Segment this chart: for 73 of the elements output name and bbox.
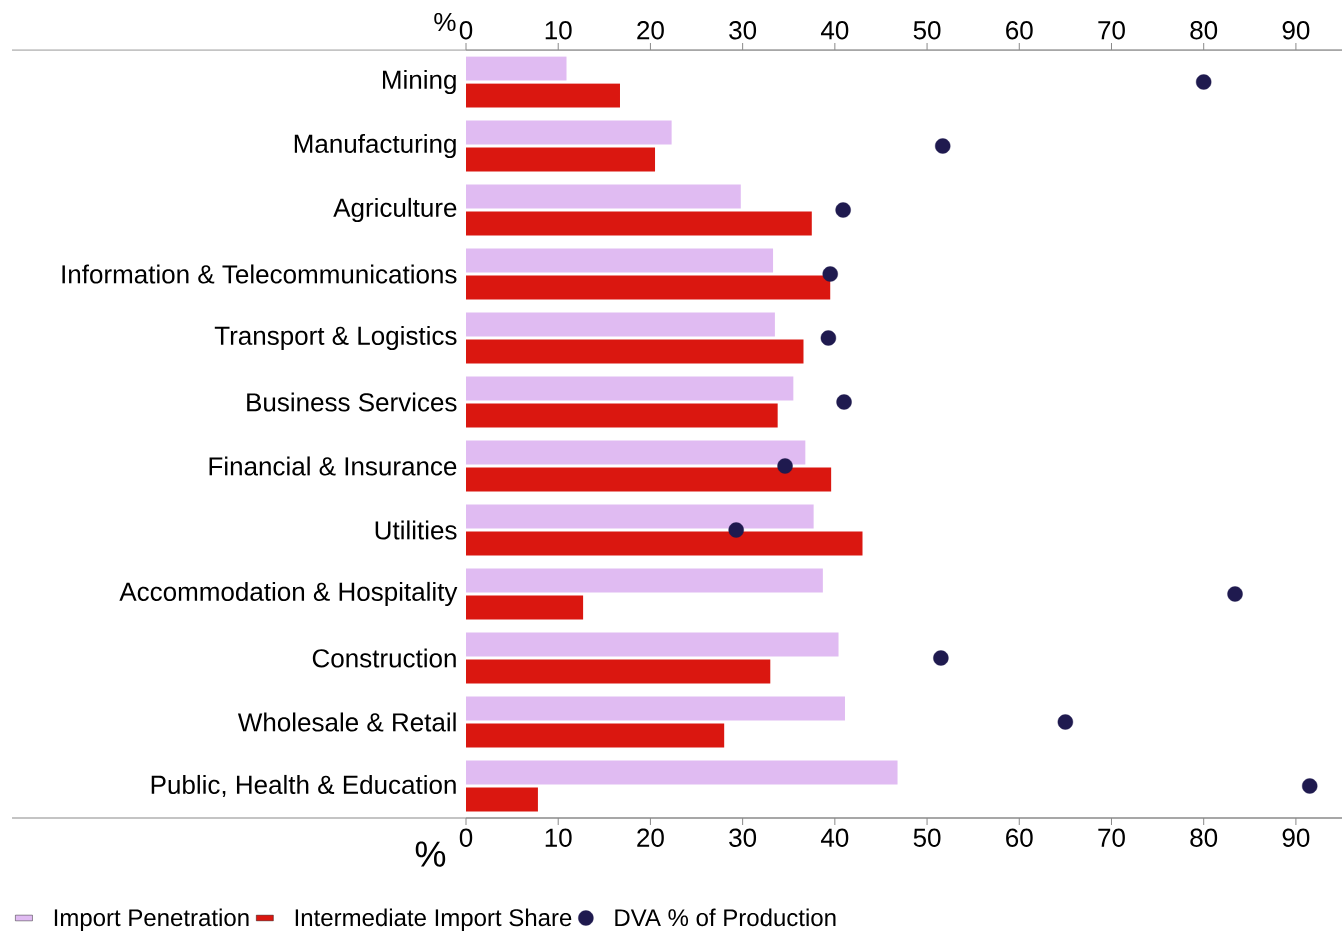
point	[933, 650, 949, 666]
point	[820, 330, 837, 346]
bar	[466, 632, 839, 657]
bar	[466, 184, 741, 209]
y-tick-label: Utilities	[375, 520, 457, 540]
x2-tick-label: 90	[1282, 21, 1310, 40]
x-tick-label: 10	[545, 828, 572, 847]
point	[935, 138, 951, 154]
y-tick-label: Wholesale & Retail	[237, 712, 456, 732]
x2-tick-label: 70	[1098, 21, 1125, 40]
y-tick-label: Agriculture	[333, 197, 457, 223]
bar	[466, 568, 823, 593]
bar	[466, 248, 774, 273]
x-tick-label: 50	[913, 828, 941, 847]
bar	[466, 275, 831, 300]
bar	[466, 56, 567, 81]
bar	[466, 595, 584, 620]
x2-axis-title: %	[434, 12, 456, 32]
legend-label: Import Penetration	[54, 908, 249, 931]
x2-tick-label: 40	[820, 21, 849, 40]
y-tick-label: Accommodation & Hospitality	[119, 581, 458, 607]
bar	[466, 312, 775, 337]
x2-tick-label: 50	[913, 21, 941, 40]
y-tick-label: Financial & Insurance	[209, 456, 457, 476]
legend-label: Intermediate Import Share	[295, 908, 572, 931]
point	[1195, 74, 1212, 90]
x-tick-label: 0	[459, 828, 473, 847]
bar	[466, 147, 656, 172]
bar	[466, 467, 832, 492]
bar	[466, 376, 794, 401]
bar	[466, 403, 778, 428]
x-tick-label: 70	[1098, 828, 1125, 847]
point	[836, 394, 852, 410]
legend-label: DVA % of Production	[615, 908, 836, 927]
x2-tick-label: 80	[1190, 21, 1218, 40]
point	[728, 522, 744, 538]
bar	[466, 531, 863, 556]
point	[835, 202, 851, 218]
x2-tick-label: 20	[637, 21, 664, 40]
y-tick-label: Business Services	[247, 392, 457, 412]
point	[822, 266, 838, 282]
bar	[466, 120, 672, 145]
x-tick-label: 20	[637, 828, 664, 847]
x-tick-label: 60	[1006, 828, 1033, 847]
bar	[466, 440, 806, 465]
y-tick-label: Construction	[312, 648, 456, 668]
x2-tick-label: 10	[545, 21, 572, 40]
y-tick-label: Transport & Logistics	[214, 325, 457, 351]
point	[1302, 778, 1318, 794]
point	[777, 458, 793, 474]
bar	[466, 504, 814, 529]
x2-tick-label: 0	[459, 21, 473, 40]
x-tick-label: 40	[820, 828, 849, 847]
y-tick-label: Public, Health & Education	[151, 774, 456, 798]
x-tick-label: 30	[729, 828, 757, 847]
y-tick-label: Manufacturing	[294, 133, 456, 159]
x-tick-label: 90	[1282, 828, 1310, 847]
bar	[466, 339, 804, 364]
x2-tick-label: 60	[1006, 21, 1033, 40]
y-tick-label: Mining	[383, 69, 456, 95]
point	[1227, 586, 1243, 602]
x-axis-title: %	[415, 841, 446, 867]
bar	[466, 83, 620, 108]
bar	[466, 696, 845, 721]
bar	[466, 659, 771, 684]
x-tick-label: 80	[1190, 828, 1218, 847]
y-tick-label: Information & Telecommunications	[62, 264, 457, 284]
bar	[466, 760, 898, 785]
bar	[466, 787, 538, 812]
x2-tick-label: 30	[729, 21, 757, 40]
point	[1057, 714, 1074, 730]
bar	[466, 211, 812, 236]
bar	[466, 723, 725, 748]
